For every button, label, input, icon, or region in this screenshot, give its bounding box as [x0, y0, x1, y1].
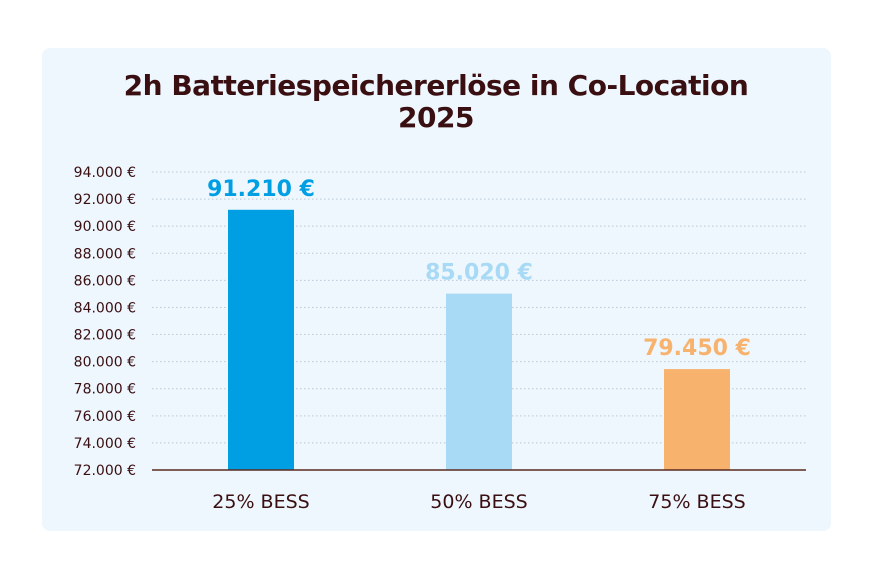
data-labels: 91.210 € 85.020 € 79.450 €: [207, 177, 751, 361]
chart-subtitle: 2025: [398, 101, 474, 134]
y-tick-label: 78.000 €: [74, 382, 136, 398]
bar: [446, 293, 512, 470]
y-tick-label: 80.000 €: [74, 355, 136, 371]
y-axis-ticks: 72.000 € 74.000 € 76.000 € 78.000 € 80.000 €…: [74, 165, 136, 479]
chart-title-block: 2h Batteriespeichererlöse in Co-Location…: [0, 70, 872, 134]
data-label: 79.450 €: [643, 336, 751, 361]
x-tick-label: 50% BESS: [430, 491, 527, 513]
bar: [228, 209, 294, 471]
y-tick-label: 72.000 €: [74, 463, 136, 479]
x-tick-label: 25% BESS: [212, 491, 309, 513]
x-tick-label: 75% BESS: [648, 491, 745, 513]
data-label: 85.020 €: [425, 261, 533, 286]
bar: [664, 369, 730, 470]
chart-title: 2h Batteriespeichererlöse in Co-Location: [123, 69, 749, 102]
y-tick-label: 82.000 €: [74, 328, 136, 344]
y-tick-label: 76.000 €: [74, 409, 136, 425]
y-tick-label: 88.000 €: [74, 246, 136, 262]
x-axis-ticks: 25% BESS 50% BESS 75% BESS: [212, 491, 745, 513]
y-tick-label: 86.000 €: [74, 273, 136, 289]
y-tick-label: 90.000 €: [74, 219, 136, 235]
data-label: 91.210 €: [207, 177, 315, 202]
y-tick-label: 84.000 €: [74, 300, 136, 316]
y-tick-label: 92.000 €: [74, 192, 136, 208]
y-tick-label: 94.000 €: [74, 165, 136, 181]
bars: [228, 209, 730, 471]
y-tick-label: 74.000 €: [74, 436, 136, 452]
